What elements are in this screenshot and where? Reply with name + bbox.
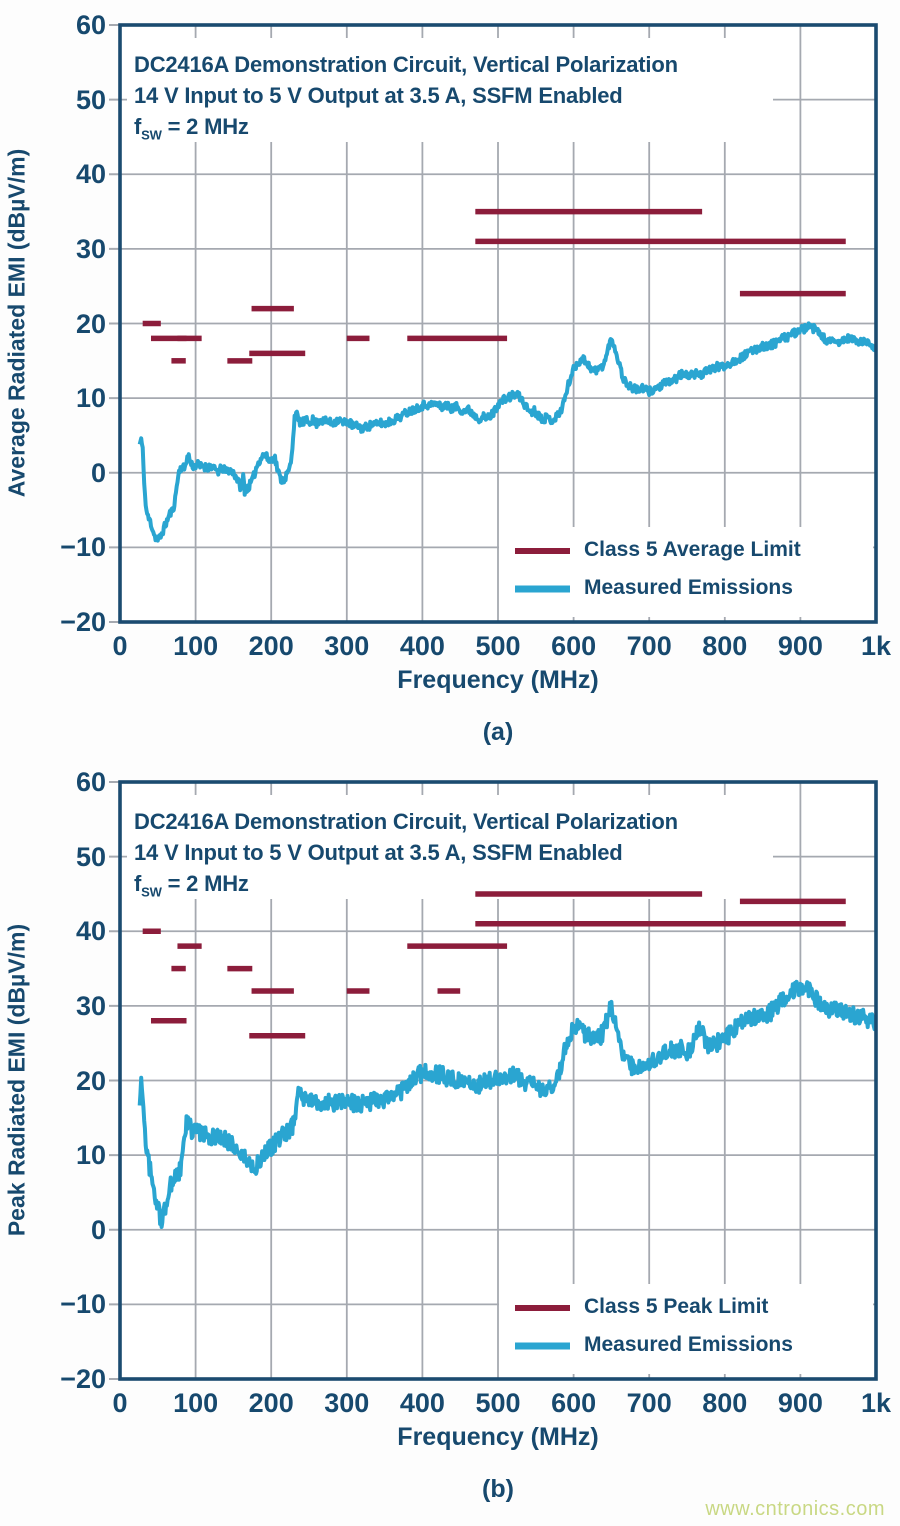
y-tick-label: −10 <box>60 1289 106 1320</box>
plot-frame <box>118 780 878 1381</box>
y-tick-label: 50 <box>75 841 106 872</box>
fsw-value: = 2 MHz <box>161 871 249 896</box>
y-tick-label: 40 <box>75 916 106 947</box>
x-tick-label: 1k <box>860 1388 892 1418</box>
x-tick-label: 200 <box>248 1388 294 1418</box>
y-tick-label: 0 <box>90 457 106 488</box>
legend-limit-label: Class 5 Average Limit <box>584 538 801 561</box>
x-tick-label: 0 <box>112 631 128 661</box>
y-tick-label: 20 <box>75 1065 106 1096</box>
x-tick-label: 600 <box>551 631 597 661</box>
x-tick-label: 1k <box>860 631 892 661</box>
y-tick-label: 30 <box>75 233 106 264</box>
y-tick-label: 50 <box>75 84 106 115</box>
x-tick-label: 400 <box>399 1388 445 1418</box>
x-tick-label: 100 <box>173 631 219 661</box>
y-tick-label: 10 <box>75 383 106 414</box>
y-tick-label: −10 <box>60 532 106 563</box>
subplot-label: (a) <box>482 718 514 746</box>
measured-emissions-curve <box>137 979 876 1229</box>
legend-measured-label: Measured Emissions <box>584 1333 793 1356</box>
fsw-subscript: SW <box>141 884 162 900</box>
x-tick-label: 300 <box>324 631 370 661</box>
y-tick-label: −20 <box>60 607 106 637</box>
x-tick-label: 900 <box>777 631 823 661</box>
legend-backing <box>499 1284 873 1374</box>
chart-title-line1: DC2416A Demonstration Circuit, Vertical … <box>134 52 678 77</box>
title-backing <box>127 795 773 899</box>
fsw-symbol: f <box>134 871 142 896</box>
watermark: www.cntronics.com <box>705 1498 885 1520</box>
x-tick-label: 800 <box>702 631 748 661</box>
chart-peak-emi: DC2416A Demonstration Circuit, Vertical … <box>0 757 900 1526</box>
chart-title: DC2416A Demonstration Circuit, Vertical … <box>134 49 678 150</box>
fsw-subscript: SW <box>141 127 162 143</box>
chart-title-fsw: fSW = 2 MHz <box>134 111 678 150</box>
subplot-label: (b) <box>482 1475 514 1503</box>
legend-backing <box>499 527 873 617</box>
y-tick-label: 0 <box>90 1214 106 1245</box>
fsw-symbol: f <box>134 114 142 139</box>
x-tick-label: 900 <box>777 1388 823 1418</box>
x-tick-label: 100 <box>173 1388 219 1418</box>
y-tick-label: 60 <box>75 767 106 797</box>
x-axis-title: Frequency (MHz) <box>397 1423 599 1451</box>
x-tick-label: 400 <box>399 631 445 661</box>
x-tick-label: 500 <box>475 1388 521 1418</box>
chart-title-line2: 14 V Input to 5 V Output at 3.5 A, SSFM … <box>134 840 623 865</box>
x-tick-label: 700 <box>626 631 672 661</box>
x-tick-label: 500 <box>475 631 521 661</box>
fsw-value: = 2 MHz <box>161 114 249 139</box>
x-tick-label: 800 <box>702 1388 748 1418</box>
chart-title-line2: 14 V Input to 5 V Output at 3.5 A, SSFM … <box>134 83 623 108</box>
x-axis-title: Frequency (MHz) <box>397 666 599 694</box>
y-tick-label: −20 <box>60 1364 106 1394</box>
x-tick-label: 300 <box>324 1388 370 1418</box>
plot-frame <box>118 23 878 624</box>
y-tick-label: 10 <box>75 1140 106 1171</box>
measured-emissions-curve <box>137 321 876 543</box>
y-tick-label: 30 <box>75 990 106 1021</box>
x-tick-label: 600 <box>551 1388 597 1418</box>
chart-title-fsw: fSW = 2 MHz <box>134 868 678 907</box>
chart-average-canvas <box>109 23 878 624</box>
legend-measured-label: Measured Emissions <box>584 576 793 599</box>
legend-limit-label: Class 5 Peak Limit <box>584 1295 769 1318</box>
y-tick-label: 60 <box>75 10 106 40</box>
x-tick-label: 200 <box>248 631 294 661</box>
chart-average-emi: DC2416A Demonstration Circuit, Vertical … <box>0 0 900 757</box>
x-tick-label: 0 <box>112 1388 128 1418</box>
x-tick-label: 700 <box>626 1388 672 1418</box>
y-tick-label: 40 <box>75 159 106 190</box>
chart-title: DC2416A Demonstration Circuit, Vertical … <box>134 806 678 907</box>
chart-peak-canvas <box>109 780 878 1381</box>
chart-title-line1: DC2416A Demonstration Circuit, Vertical … <box>134 809 678 834</box>
y-tick-label: 20 <box>75 308 106 339</box>
title-backing <box>127 38 773 142</box>
